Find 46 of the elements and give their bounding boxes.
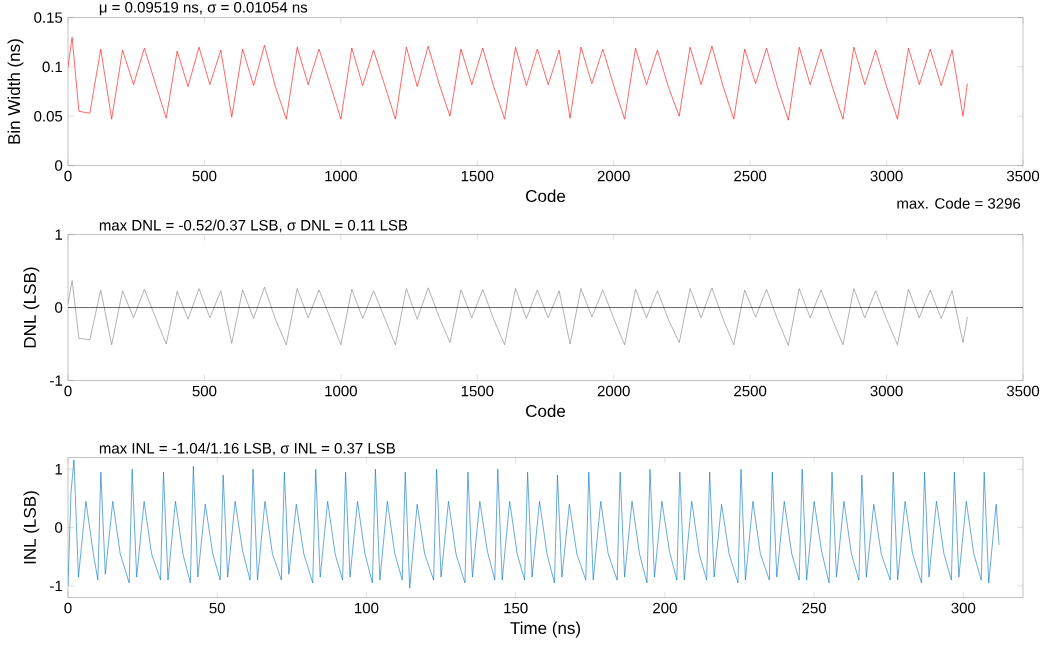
line-series — [68, 280, 968, 347]
y-tick-label: 1 — [55, 229, 63, 240]
x-tick-label: 100 — [355, 602, 379, 614]
y-tick-label: 0.1 — [42, 61, 63, 73]
x-tick-label: 150 — [504, 602, 528, 614]
line-series — [68, 37, 968, 121]
y-tick-label: -1 — [50, 375, 63, 386]
x-tick-label: 3000 — [870, 385, 903, 397]
x-tick-label: 2500 — [734, 385, 767, 397]
y-axis-title: INL (LSB) — [23, 491, 40, 564]
x-tick-label: 2000 — [597, 170, 630, 182]
x-tick-label: 200 — [653, 602, 677, 614]
y-tick-label: -1 — [50, 580, 63, 592]
x-axis-title: Code — [526, 189, 566, 203]
x-tick-label: 1000 — [325, 170, 357, 182]
text: max. Code = 3296 — [897, 197, 1021, 209]
y-tick-label: 1 — [55, 464, 63, 475]
x-tick-label: 300 — [951, 602, 976, 614]
x-axis-title: Code — [526, 404, 566, 418]
x-tick-label: 0 — [64, 170, 72, 182]
x-tick-label: 1500 — [461, 170, 494, 182]
chart-title: max DNL = -0.52/0.37 LSB, σ DNL = 0.11 LSB — [99, 219, 408, 233]
x-tick-label: 3500 — [1006, 385, 1040, 397]
x-tick-label: 3500 — [1006, 170, 1040, 182]
x-tick-label: 2000 — [597, 385, 630, 397]
x-tick-label: 0 — [64, 385, 72, 397]
y-tick-label: 0 — [55, 160, 63, 172]
y-tick-label: 0.05 — [34, 111, 63, 122]
x-tick-label: 500 — [192, 170, 217, 182]
x-tick-label: 500 — [192, 385, 217, 397]
y-tick-label: 0 — [55, 302, 63, 314]
y-tick-label: 0.15 — [34, 12, 63, 24]
chart-title: μ = 0.09519 ns, σ = 0.01054 ns — [99, 2, 308, 16]
chart-title: max INL = -1.04/1.16 LSB, σ INL = 0.37 LSB — [99, 442, 395, 456]
x-tick-label: 50 — [209, 602, 225, 614]
x-tick-label: 2500 — [734, 170, 767, 182]
x-tick-label: 250 — [802, 602, 827, 614]
y-tick-label: 0 — [55, 522, 63, 534]
x-axis-title: Time (ns) — [510, 621, 581, 638]
line-series — [68, 459, 1000, 589]
y-axis-title: Bin Width (ns) — [7, 39, 24, 144]
x-tick-label: 1000 — [325, 385, 357, 397]
y-axis-title: DNL (LSB) — [23, 267, 40, 348]
x-tick-label: 3000 — [870, 170, 903, 182]
x-tick-label: 1500 — [461, 385, 494, 397]
x-tick-label: 0 — [64, 602, 72, 614]
